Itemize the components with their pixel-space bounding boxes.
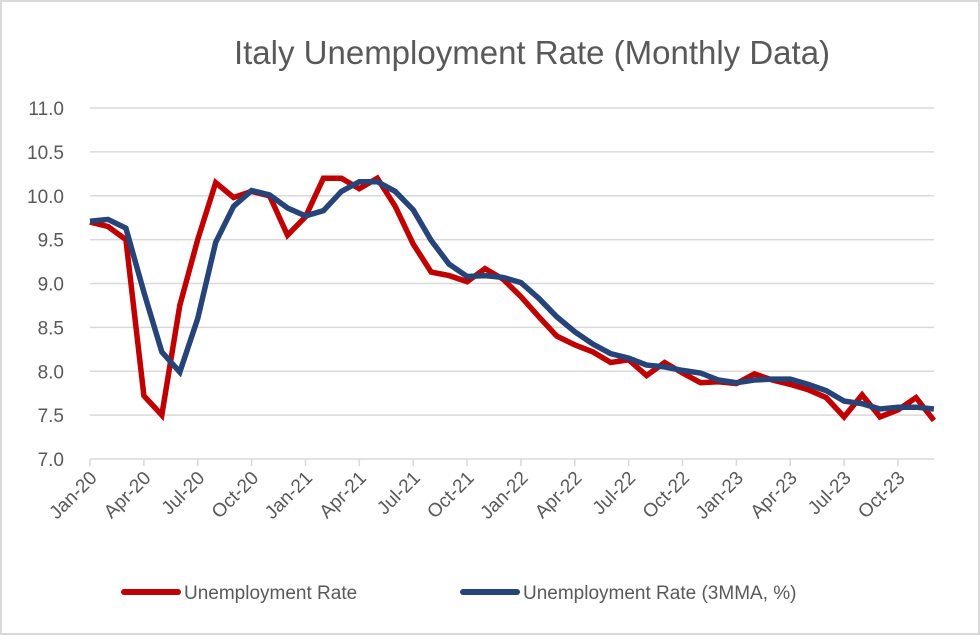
x-tick-label: Jul-21 — [373, 468, 424, 519]
legend-label-unemployment-rate: Unemployment Rate — [184, 583, 357, 604]
line-3mma — [89, 178, 935, 412]
x-tick-label: Apr-20 — [100, 468, 155, 523]
x-tick-label: Oct-23 — [854, 468, 909, 523]
y-tick-label: 10.5 — [27, 143, 64, 164]
x-tick-label: Jan-20 — [46, 468, 102, 524]
y-tick-label: 7.5 — [38, 406, 64, 427]
x-tick-label: Apr-21 — [316, 468, 371, 523]
x-tick-label: Oct-21 — [423, 468, 478, 523]
x-axis — [89, 458, 934, 466]
y-tick-label: 10.0 — [27, 187, 64, 208]
line-unemployment-rate — [89, 174, 937, 423]
x-tick-label: Apr-23 — [747, 468, 802, 523]
x-tick-label: Jul-20 — [158, 468, 209, 519]
x-tick-label: Jan-21 — [261, 468, 317, 524]
y-tick-label: 8.0 — [38, 362, 64, 383]
x-tick-label: Jul-22 — [589, 468, 640, 519]
y-tick-label: 11.0 — [28, 99, 64, 120]
x-tick-label: Apr-22 — [531, 468, 586, 523]
series-lines — [89, 174, 937, 423]
x-tick-label: Jul-23 — [804, 468, 855, 519]
x-tick-label: Oct-20 — [208, 468, 263, 523]
y-tick-label: 8.5 — [38, 318, 64, 339]
y-tick-label: 9.5 — [38, 231, 64, 252]
legend-label-3mma: Unemployment Rate (3MMA, %) — [523, 583, 796, 604]
y-tick-label: 7.0 — [38, 450, 64, 471]
y-tick-label: 9.0 — [38, 275, 64, 296]
x-tick-label: Jan-22 — [477, 468, 533, 524]
y-axis-tick-labels: 7.0 7.5 8.0 8.5 9.0 9.5 10.0 10.5 11.0 — [27, 99, 64, 471]
series-unemployment-rate — [89, 174, 937, 423]
chart-title: Italy Unemployment Rate (Monthly Data) — [234, 34, 830, 71]
series-3mma — [89, 178, 935, 412]
x-tick-label: Jan-23 — [692, 468, 748, 524]
gridlines — [90, 107, 934, 416]
x-tick-label: Oct-22 — [639, 468, 694, 523]
legend: Unemployment Rate Unemployment Rate (3MM… — [121, 583, 796, 604]
